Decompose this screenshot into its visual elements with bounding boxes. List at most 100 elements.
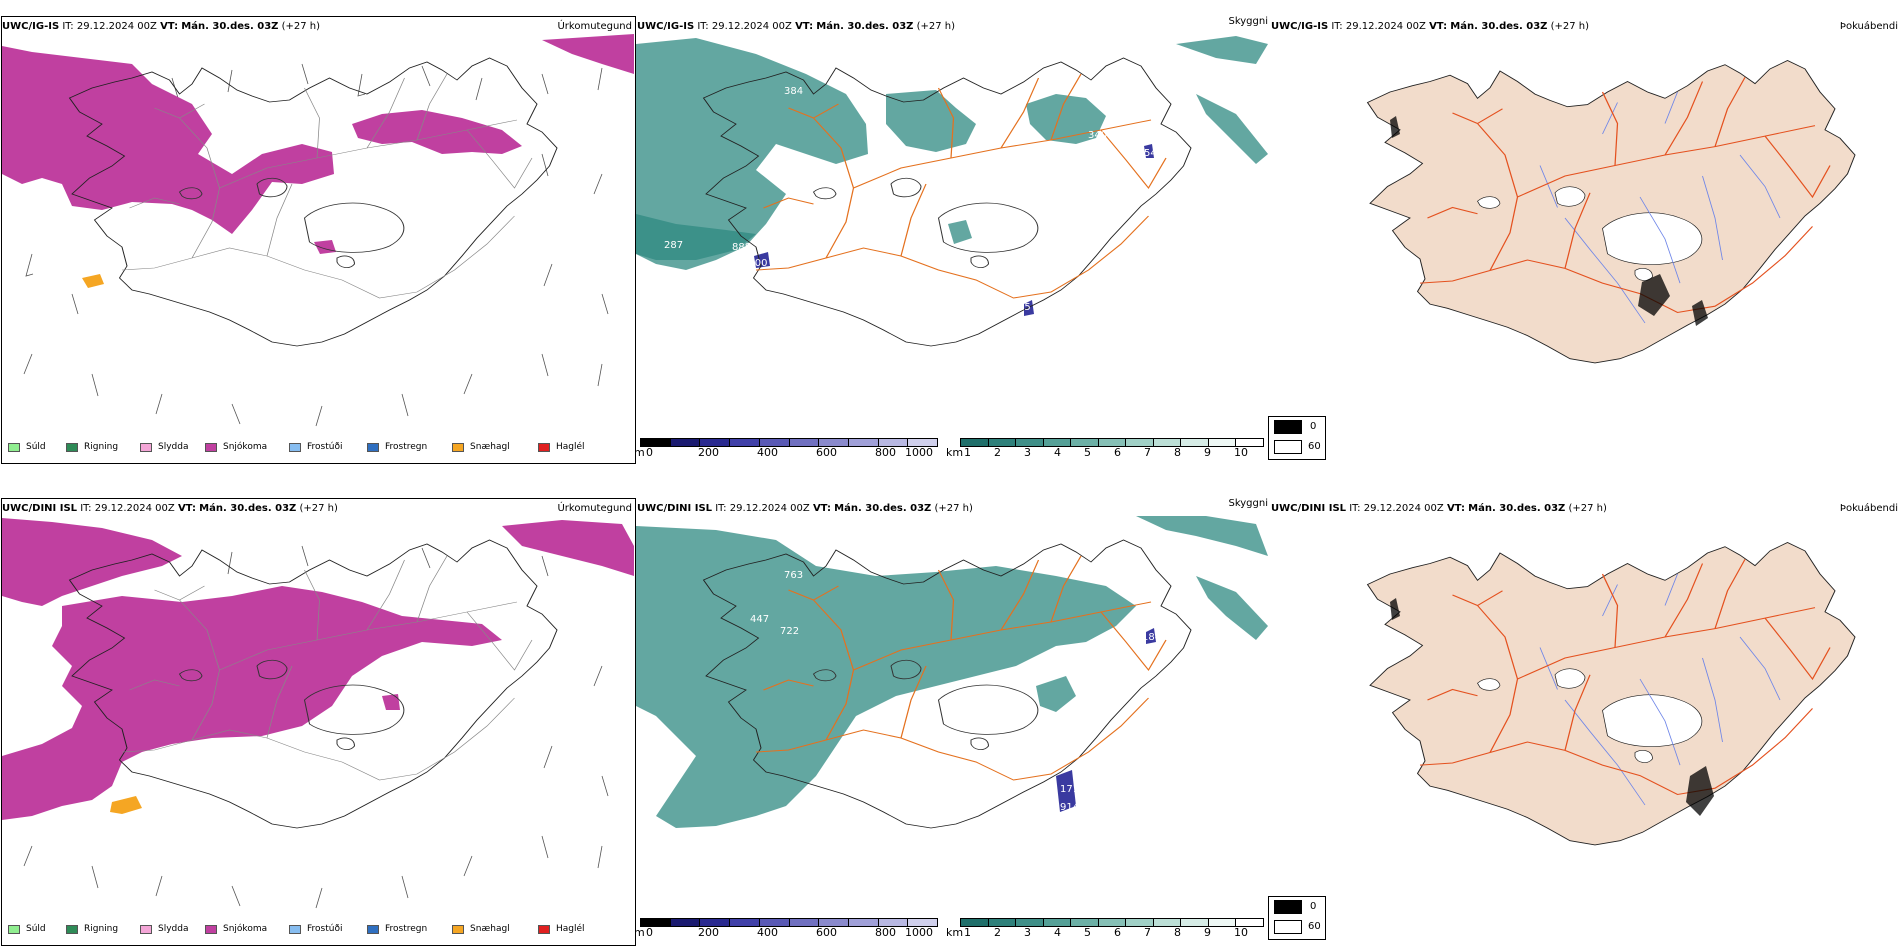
product-title: Þokuábendi (1839, 503, 1898, 514)
colorbar-segment (1016, 439, 1044, 446)
colorbar-tick: 600 (816, 926, 837, 939)
colorbar-km (960, 438, 1264, 447)
panel-header: UWC/DINI ISL IT: 29.12.2024 00Z VT: Mán.… (637, 503, 973, 514)
colorbar-tick: 9 (1204, 926, 1211, 939)
legend-item: Frostregn (367, 924, 427, 934)
svg-text:287: 287 (664, 240, 683, 251)
svg-text:54: 54 (1144, 148, 1157, 159)
colorbar-tick: 200 (698, 926, 719, 939)
svg-text:171: 171 (1060, 784, 1079, 795)
svg-text:5: 5 (1062, 328, 1068, 339)
colorbar-m (640, 918, 938, 927)
colorbar-segment (819, 919, 849, 926)
colorbar-tick: 600 (816, 446, 837, 459)
fog-patches (1390, 116, 1708, 326)
colorbar-segment (641, 439, 671, 446)
legend-item: Haglél (538, 924, 585, 934)
very-low-visibility (754, 144, 1154, 316)
fog-map (1366, 541, 1856, 846)
colorbar-tick: 0 (646, 926, 653, 939)
svg-text:763: 763 (784, 570, 803, 581)
colorbar-tick: 6 (1114, 446, 1121, 459)
colorbar-segment (1236, 439, 1264, 446)
panel-header: UWC/DINI ISL IT: 29.12.2024 00Z VT: Mán.… (1271, 503, 1607, 514)
colorbar-segment (1236, 919, 1264, 926)
fog-legend-swatch (1274, 920, 1302, 934)
very-low-visibility (1056, 628, 1156, 812)
colorbar-tick: 1000 (905, 446, 933, 459)
colorbar-segment (789, 919, 820, 926)
colorbar-tick: 1 (964, 446, 971, 459)
colorbar-segment (908, 919, 938, 926)
colorbar-segment (848, 439, 879, 446)
colorbar-segment (641, 919, 671, 926)
colorbar-segment (1098, 919, 1127, 926)
product-title: Úrkomutegund (557, 503, 632, 514)
fog-legend-swatch (1274, 440, 1302, 454)
colorbar-segment (1181, 919, 1209, 926)
fog-legend-label: 0 (1310, 901, 1317, 912)
colorbar-tick: 0 (646, 446, 653, 459)
legend-item: Snjókoma (205, 924, 267, 934)
colorbar-tick: 6 (1114, 926, 1121, 939)
panel-header: UWC/IG-IS IT: 29.12.2024 00Z VT: Mán. 30… (637, 21, 956, 32)
colorbar-unit-m: m (634, 926, 645, 939)
colorbar-segment (1153, 439, 1182, 446)
colorbar-tick: 2 (994, 446, 1001, 459)
colorbar-segment (730, 919, 760, 926)
colorbar-tick: 4 (1054, 926, 1061, 939)
svg-text:447: 447 (750, 614, 769, 625)
colorbar-unit-m: m (634, 446, 645, 459)
legend-item: Rigning (66, 924, 118, 934)
snow-pellets-area (82, 274, 104, 288)
colorbar-segment (1043, 439, 1072, 446)
colorbar-tick: 400 (757, 446, 778, 459)
panel-header: UWC/IG-IS IT: 29.12.2024 00Z VT: Mán. 30… (2, 21, 321, 32)
legend-item: Frostúði (289, 924, 342, 934)
precip-panel-frame (1, 16, 636, 464)
colorbar-tick: 400 (757, 926, 778, 939)
fog-legend-label: 60 (1308, 921, 1321, 932)
panel-header: UWC/DINI ISL IT: 29.12.2024 00Z VT: Mán.… (2, 503, 338, 514)
peak-labels: 763 447 722 171 848 902 928 914 184 (716, 570, 1161, 849)
snow-areas (2, 518, 634, 820)
low-visibility-areas (636, 516, 1268, 828)
fog-map (1366, 59, 1856, 364)
colorbar-segment (819, 439, 849, 446)
precip-panel-frame (1, 498, 636, 946)
colorbar-tick: 3 (1024, 926, 1031, 939)
legend-item: Súld (8, 442, 46, 452)
colorbar-tick: 800 (875, 446, 896, 459)
colorbar-segment (1208, 439, 1237, 446)
colorbar-tick: 200 (698, 446, 719, 459)
fog-legend-swatch (1274, 900, 1302, 914)
low-visibility-areas (636, 36, 1268, 270)
snow-areas (2, 34, 634, 254)
colorbar-segment (789, 439, 820, 446)
colorbar-segment (670, 439, 701, 446)
legend-item: Rigning (66, 442, 118, 452)
colorbar-segment (961, 439, 989, 446)
precip-map (2, 34, 634, 427)
colorbar-segment (759, 439, 790, 446)
fog-legend-swatch (1274, 420, 1302, 434)
visibility-map: 384 340 54 287 888 1000 967 25 5 (636, 36, 1268, 347)
colorbar-segment (670, 919, 701, 926)
colorbar-tick: 3 (1024, 446, 1031, 459)
product-title: Úrkomutegund (557, 21, 632, 32)
colorbar-segment (700, 919, 731, 926)
product-title: Skyggni (1228, 16, 1268, 27)
colorbar-segment (1126, 919, 1154, 926)
svg-text:914: 914 (1060, 802, 1079, 813)
colorbar-segment (1153, 919, 1182, 926)
colorbar-segment (961, 919, 989, 926)
colorbar-segment (848, 919, 879, 926)
colorbar-tick: 800 (875, 926, 896, 939)
colorbar-segment (1208, 919, 1237, 926)
colorbar-segment (1043, 919, 1072, 926)
colorbar-tick: 1 (964, 926, 971, 939)
legend-item: Snjókoma (205, 442, 267, 452)
colorbar-segment (1126, 439, 1154, 446)
colorbar-segment (1098, 439, 1127, 446)
colorbar-segment (700, 439, 731, 446)
